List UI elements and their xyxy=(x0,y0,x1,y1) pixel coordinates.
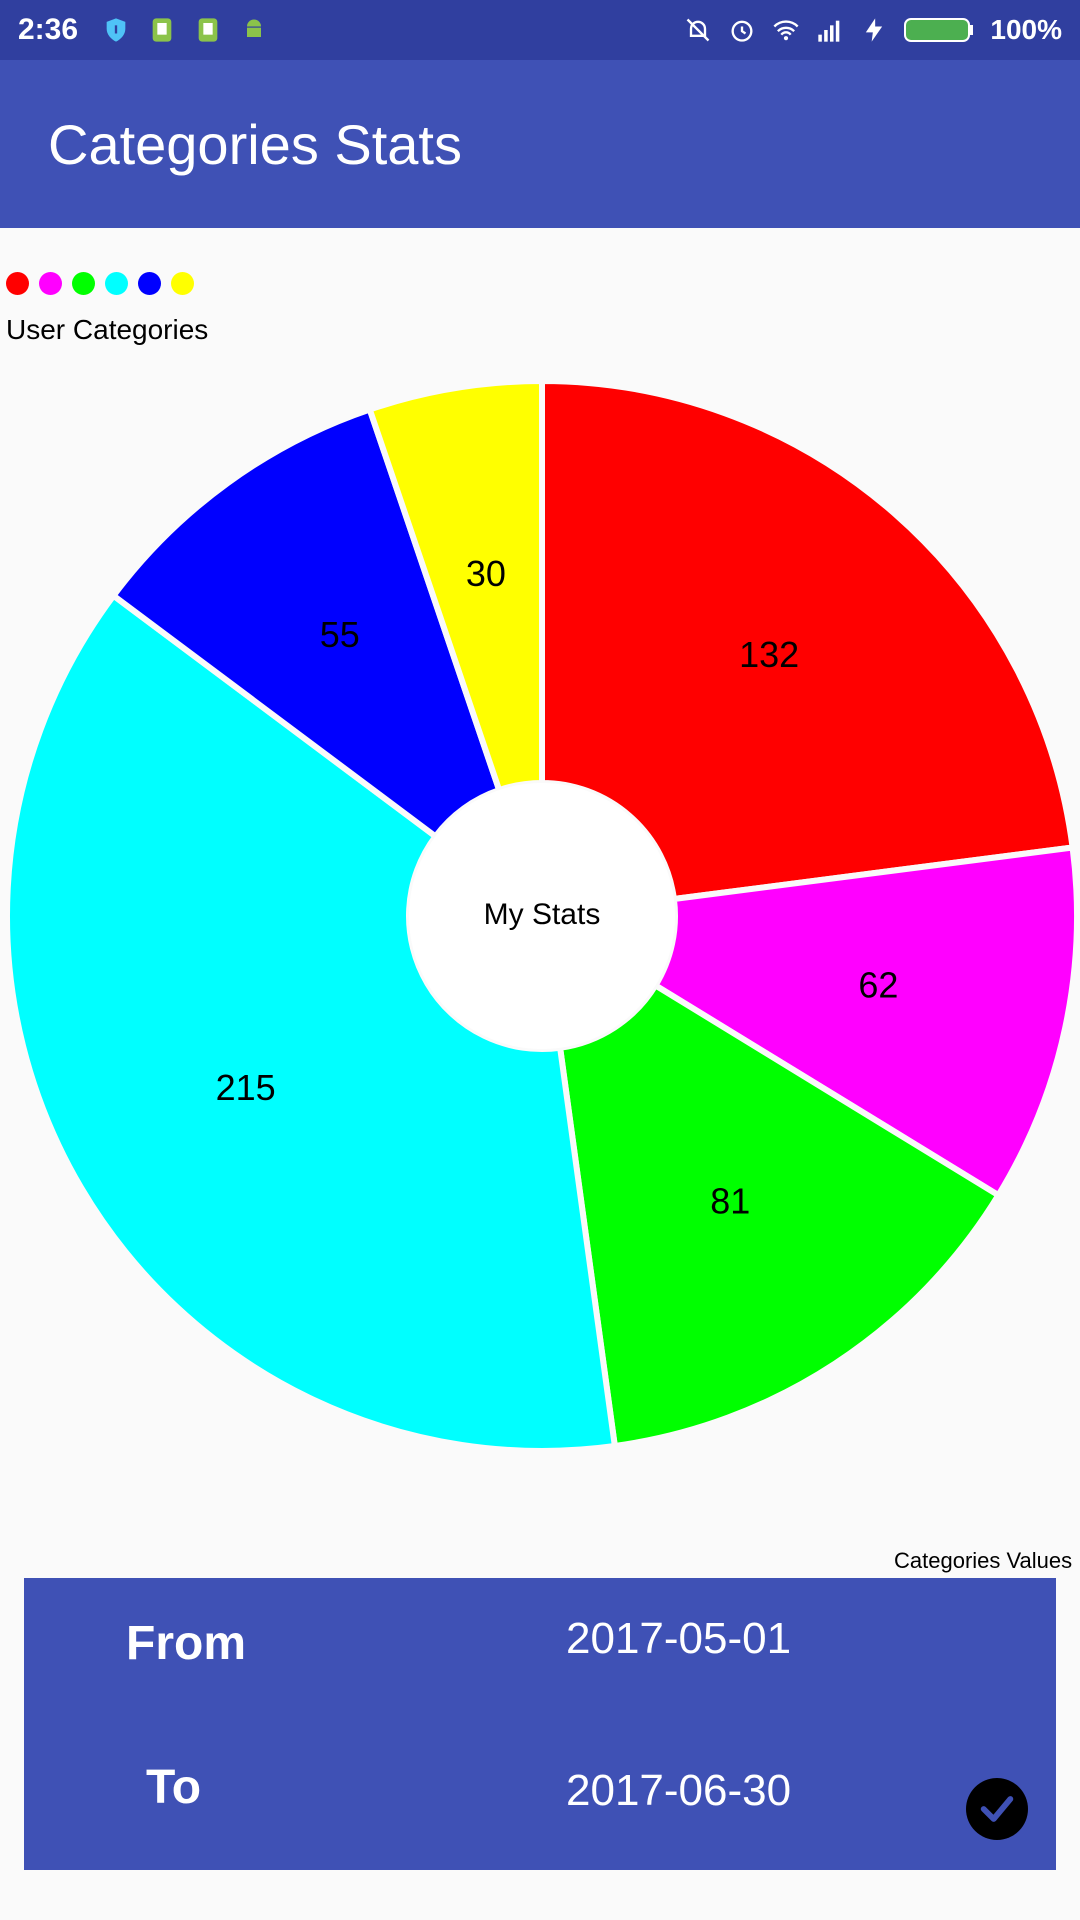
slice-value-label: 55 xyxy=(320,614,360,655)
slice-value-label: 132 xyxy=(739,634,799,675)
date-range-panel: From 2017-05-01 To 2017-06-30 xyxy=(24,1578,1056,1870)
page-title: Categories Stats xyxy=(48,112,462,176)
slice-value-label: 81 xyxy=(710,1180,750,1221)
legend-dot-4 xyxy=(138,272,161,295)
legend-dot-0 xyxy=(6,272,29,295)
slice-value-label: 62 xyxy=(858,964,898,1005)
chart-legend xyxy=(6,272,194,295)
chart-center-text: My Stats xyxy=(484,898,601,931)
sd-card-icon xyxy=(198,18,218,42)
legend-dot-1 xyxy=(39,272,62,295)
to-date-field[interactable]: 2017-06-30 xyxy=(566,1766,792,1815)
chart-center-hole xyxy=(409,783,675,1049)
to-label: To xyxy=(146,1761,202,1814)
slice-value-label: 215 xyxy=(216,1067,276,1108)
legend-dot-3 xyxy=(105,272,128,295)
battery-percent: 100% xyxy=(990,14,1062,45)
chart-description: Categories Values xyxy=(894,1548,1073,1573)
from-date-field[interactable]: 2017-05-01 xyxy=(566,1614,792,1663)
from-label: From xyxy=(126,1617,246,1670)
silent-icon xyxy=(687,18,710,42)
confirm-button[interactable] xyxy=(966,1778,1028,1840)
check-icon xyxy=(980,1796,1014,1822)
chart-title: User Categories xyxy=(6,314,209,345)
alarm-icon xyxy=(731,20,753,42)
android-icon xyxy=(247,19,262,37)
charging-icon xyxy=(866,18,883,42)
slice-value-label: 30 xyxy=(466,553,506,594)
legend-dot-5 xyxy=(171,272,194,295)
app-bar: Categories Stats xyxy=(0,60,1080,228)
status-time: 2:36 xyxy=(18,13,79,46)
signal-icon xyxy=(818,20,840,42)
sd-card-icon xyxy=(152,18,172,42)
battery-icon xyxy=(904,18,974,42)
shield-icon xyxy=(106,18,126,42)
status-bar: 2:36 100% xyxy=(0,0,1080,60)
pie-chart: 132 62 81 215 55 30 My Stats xyxy=(3,377,1080,1454)
legend-dot-2 xyxy=(72,272,95,295)
wifi-icon xyxy=(773,20,799,41)
